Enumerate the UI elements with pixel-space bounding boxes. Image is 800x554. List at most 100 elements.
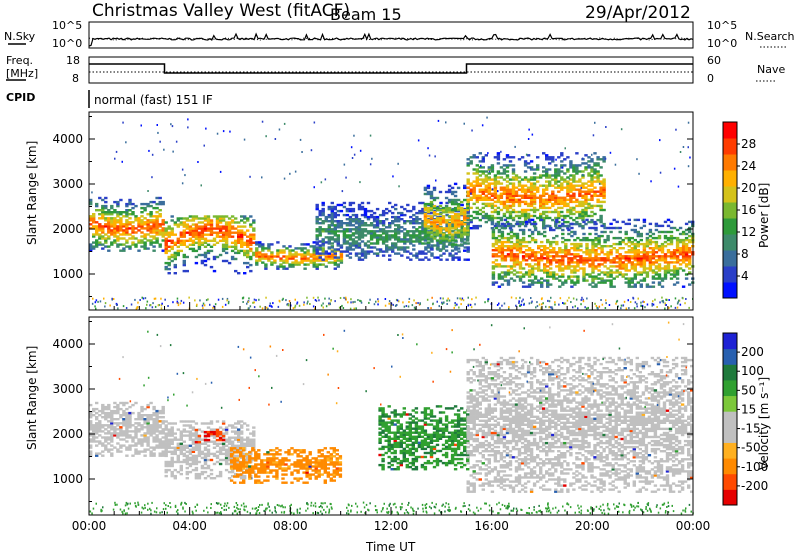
power-cell [249, 247, 253, 251]
power-cell [221, 235, 226, 238]
velocity-cell [92, 414, 96, 417]
power-cell [306, 263, 310, 266]
power-cell [590, 174, 594, 177]
power-cell [472, 194, 476, 197]
power-cell [456, 215, 461, 218]
power-cell [604, 157, 607, 160]
power-cell [381, 254, 386, 257]
power-cell [353, 307, 355, 310]
velocity-cell [146, 442, 150, 445]
power-cell [170, 215, 174, 218]
power-cell [478, 160, 482, 163]
velocity-cell [158, 424, 162, 427]
power-cell [403, 242, 407, 245]
power-cell [543, 257, 547, 260]
power-cell [529, 190, 534, 193]
power-cell [588, 283, 592, 286]
power-cell [125, 209, 129, 212]
power-cell [315, 255, 319, 258]
power-cell [533, 275, 538, 278]
velocity-cell [161, 405, 165, 409]
velocity-cell [188, 430, 193, 433]
power-cell [524, 263, 529, 266]
power-cell [145, 307, 147, 310]
velocity-cell [167, 432, 171, 435]
power-cell [645, 253, 650, 256]
power-cell [447, 190, 452, 194]
power-cell [600, 263, 604, 266]
velocity-cell [95, 426, 99, 429]
power-cell [659, 139, 661, 142]
velocity-cell [107, 432, 111, 435]
power-cell [642, 277, 647, 280]
power-cell [197, 237, 202, 240]
power-cell [194, 233, 199, 236]
velocity-cell [140, 442, 144, 445]
power-cell [249, 249, 253, 253]
power-cell [394, 230, 398, 233]
power-cell [267, 259, 271, 262]
power-cell [627, 269, 631, 272]
velocity-cell [188, 452, 193, 456]
power-cell [456, 198, 461, 202]
power-cell [288, 300, 291, 303]
velocity-cell [146, 418, 150, 421]
power-cell [591, 242, 595, 246]
power-cell [579, 245, 583, 248]
power-cell [403, 236, 407, 239]
power-cell [581, 176, 585, 179]
power-cell [499, 218, 504, 222]
power-cell [345, 209, 350, 213]
power-cell [568, 177, 571, 180]
power-cell [503, 245, 508, 248]
power-cell [567, 224, 571, 228]
velocity-cell [125, 436, 129, 439]
power-cell [557, 170, 561, 173]
power-cell [527, 285, 532, 288]
power-cell [557, 196, 561, 199]
power-cell [523, 160, 528, 163]
power-cell [320, 304, 323, 307]
power-cell [339, 297, 342, 299]
power-cell [146, 227, 150, 230]
power-cell [491, 249, 496, 252]
velocity-cell [170, 460, 174, 464]
power-cell [642, 263, 647, 266]
power-cell [584, 202, 588, 206]
power-cell [273, 255, 277, 258]
power-cell [582, 232, 586, 236]
power-cell [508, 196, 513, 199]
power-cell [388, 258, 392, 261]
power-cell [460, 229, 464, 232]
power-cell [521, 300, 523, 303]
power-cell [688, 255, 692, 258]
power-cell [532, 210, 537, 214]
power-cell [363, 224, 368, 227]
power-cell [409, 252, 413, 255]
power-cell [506, 281, 511, 284]
power-cell [552, 273, 556, 276]
power-cell [678, 299, 680, 302]
power-cell [453, 239, 458, 242]
power-cell [654, 245, 659, 248]
power-cell [164, 265, 168, 269]
power-cell [505, 200, 510, 204]
power-cell [203, 233, 208, 236]
power-cell [521, 257, 526, 260]
power-cell [500, 236, 505, 240]
power-cell [497, 240, 502, 244]
power-cell [381, 220, 386, 223]
power-cell [566, 227, 570, 230]
power-cell [444, 235, 449, 238]
power-cell [496, 162, 501, 165]
power-cell [279, 249, 283, 252]
power-cell [463, 229, 467, 232]
power-cell [354, 242, 359, 245]
power-cell [633, 283, 637, 286]
velocity-cell [158, 411, 162, 415]
power-cell [672, 226, 677, 230]
power-cell [584, 194, 588, 197]
power-cell [158, 213, 162, 216]
power-cell [585, 247, 589, 250]
power-cell [624, 273, 628, 276]
